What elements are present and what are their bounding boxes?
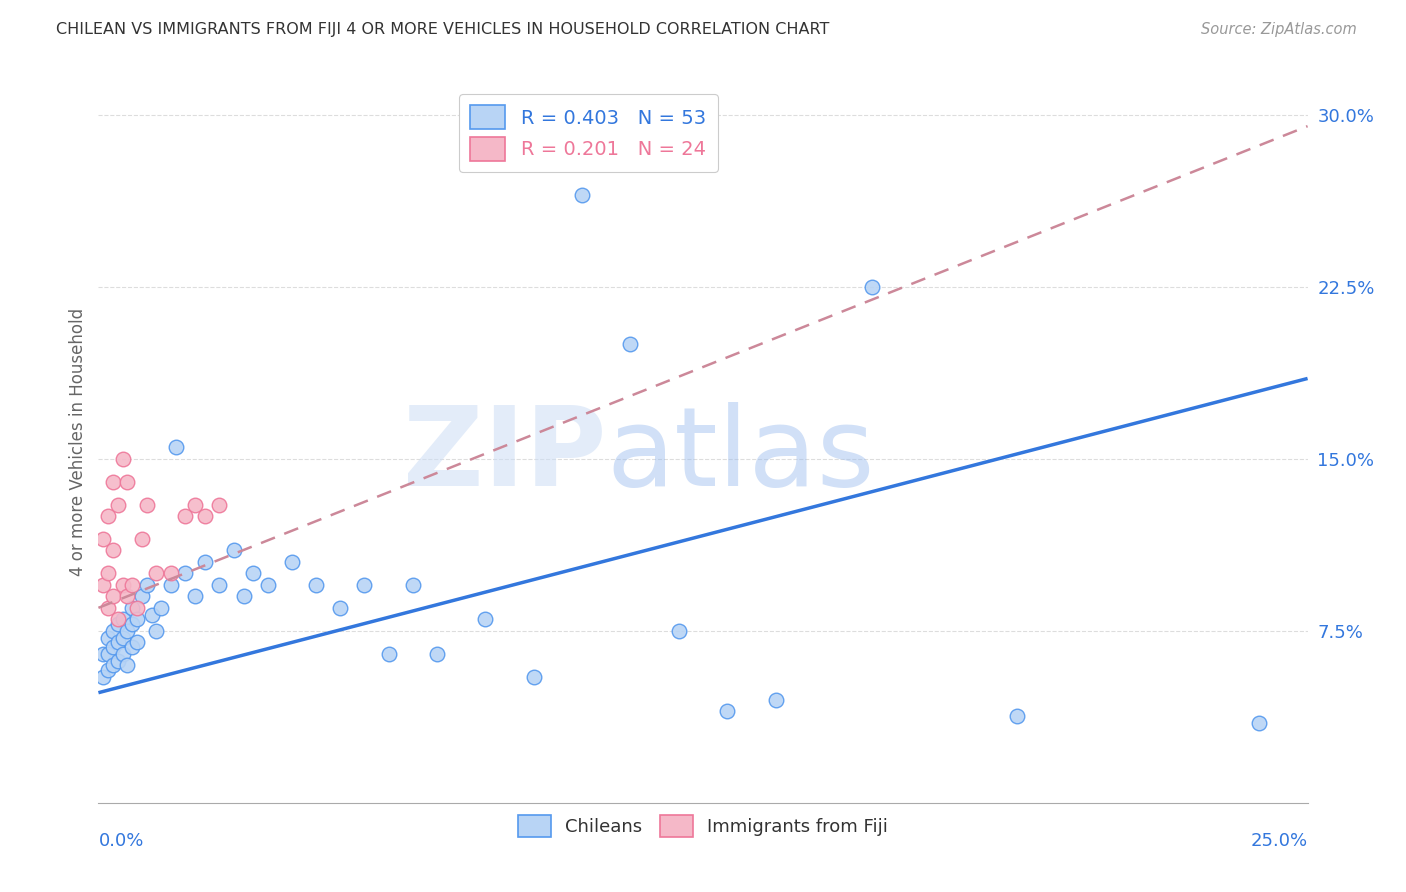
Point (131, 532, 153, 546)
Point (91, 670, 114, 684)
Point (111, 451, 134, 466)
Point (101, 590, 124, 604)
Point (91, 532, 114, 546)
Text: 25.0%: 25.0% (1250, 831, 1308, 850)
Point (135, 498, 157, 512)
Point (127, 600, 149, 615)
Point (121, 578, 143, 592)
Point (474, 612, 496, 626)
Point (1007, 708, 1029, 723)
Point (97, 600, 120, 615)
Y-axis label: 4 or more Vehicles in Household: 4 or more Vehicles in Household (69, 308, 87, 575)
Point (121, 616, 143, 631)
Point (107, 612, 129, 626)
Text: ZIP: ZIP (404, 402, 606, 509)
Point (107, 635, 129, 649)
Point (141, 607, 163, 622)
Point (111, 578, 134, 592)
Point (91, 578, 114, 592)
Point (184, 590, 207, 604)
Point (174, 509, 197, 524)
Point (101, 475, 124, 489)
Point (232, 590, 254, 604)
Point (402, 578, 425, 592)
Point (91, 647, 114, 661)
Point (101, 658, 124, 673)
Point (107, 616, 129, 631)
Point (571, 188, 593, 202)
Point (111, 612, 134, 626)
Point (860, 279, 883, 293)
Point (426, 647, 449, 661)
Point (353, 578, 375, 592)
Point (111, 647, 134, 661)
Point (668, 624, 690, 638)
Point (165, 440, 187, 454)
Point (117, 590, 139, 604)
Point (107, 498, 129, 512)
Point (127, 612, 149, 626)
Point (208, 578, 231, 592)
Point (111, 631, 134, 645)
Point (377, 647, 399, 661)
Point (305, 578, 328, 592)
Point (765, 692, 787, 706)
Point (135, 578, 157, 592)
Point (194, 555, 217, 569)
Point (97, 566, 120, 581)
Point (184, 498, 207, 512)
Point (97, 509, 120, 524)
Point (121, 640, 143, 654)
Text: Source: ZipAtlas.com: Source: ZipAtlas.com (1201, 22, 1357, 37)
Point (222, 543, 245, 558)
Point (619, 337, 641, 351)
Point (150, 600, 173, 615)
Point (145, 566, 167, 581)
Point (101, 624, 124, 638)
Point (242, 566, 264, 581)
Point (97, 631, 120, 645)
Point (208, 498, 231, 512)
Point (117, 475, 139, 489)
Point (174, 566, 197, 581)
Text: 0.0%: 0.0% (98, 831, 143, 850)
Legend: Chileans, Immigrants from Fiji: Chileans, Immigrants from Fiji (510, 808, 896, 845)
Point (716, 704, 738, 718)
Point (107, 654, 129, 668)
Point (127, 635, 149, 649)
Point (329, 600, 352, 615)
Point (281, 555, 304, 569)
Point (194, 509, 217, 524)
Point (523, 670, 546, 684)
Point (160, 578, 183, 592)
Point (101, 543, 124, 558)
Point (160, 566, 183, 581)
Text: atlas: atlas (606, 402, 875, 509)
Text: CHILEAN VS IMMIGRANTS FROM FIJI 4 OR MORE VEHICLES IN HOUSEHOLD CORRELATION CHAR: CHILEAN VS IMMIGRANTS FROM FIJI 4 OR MOR… (56, 22, 830, 37)
Point (97, 663, 120, 677)
Point (121, 600, 143, 615)
Point (97, 647, 120, 661)
Point (131, 590, 153, 604)
Point (1249, 715, 1271, 730)
Point (256, 578, 278, 592)
Point (117, 658, 139, 673)
Point (101, 640, 124, 654)
Point (145, 624, 167, 638)
Point (117, 624, 139, 638)
